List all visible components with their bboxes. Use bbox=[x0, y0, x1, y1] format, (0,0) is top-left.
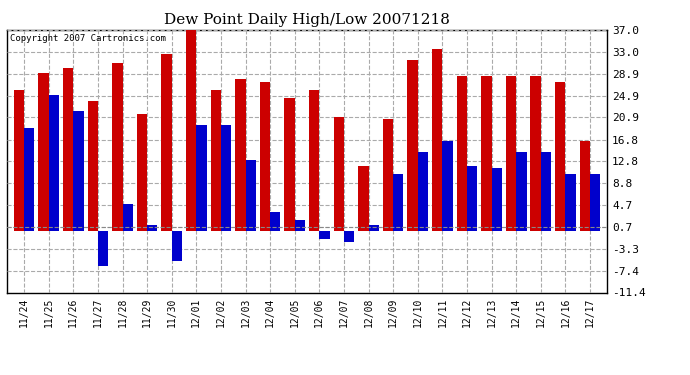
Bar bbox=[197, 125, 207, 231]
Bar bbox=[210, 90, 221, 231]
Bar bbox=[123, 204, 133, 231]
Bar bbox=[491, 168, 502, 231]
Bar bbox=[383, 120, 393, 231]
Bar bbox=[235, 79, 246, 231]
Bar bbox=[555, 81, 565, 231]
Bar bbox=[531, 76, 541, 231]
Bar bbox=[260, 81, 270, 231]
Text: Copyright 2007 Cartronics.com: Copyright 2007 Cartronics.com bbox=[10, 34, 166, 43]
Bar bbox=[541, 152, 551, 231]
Bar bbox=[24, 128, 34, 231]
Bar bbox=[407, 60, 417, 231]
Bar bbox=[270, 212, 280, 231]
Bar bbox=[98, 231, 108, 266]
Bar bbox=[39, 74, 49, 231]
Title: Dew Point Daily High/Low 20071218: Dew Point Daily High/Low 20071218 bbox=[164, 13, 450, 27]
Bar bbox=[186, 25, 197, 231]
Bar bbox=[344, 231, 354, 242]
Bar bbox=[309, 90, 319, 231]
Bar bbox=[467, 166, 477, 231]
Bar bbox=[393, 174, 404, 231]
Bar bbox=[73, 111, 83, 231]
Bar bbox=[506, 76, 516, 231]
Bar bbox=[334, 117, 344, 231]
Bar bbox=[172, 231, 182, 261]
Bar bbox=[63, 68, 73, 231]
Bar bbox=[246, 160, 256, 231]
Bar bbox=[137, 114, 147, 231]
Bar bbox=[368, 225, 379, 231]
Bar bbox=[417, 152, 428, 231]
Bar bbox=[284, 98, 295, 231]
Bar bbox=[442, 141, 453, 231]
Bar bbox=[358, 166, 368, 231]
Bar bbox=[565, 174, 575, 231]
Bar bbox=[580, 141, 590, 231]
Bar bbox=[481, 76, 491, 231]
Bar bbox=[457, 76, 467, 231]
Bar bbox=[516, 152, 526, 231]
Bar bbox=[112, 63, 123, 231]
Bar bbox=[319, 231, 330, 239]
Bar bbox=[221, 125, 231, 231]
Bar bbox=[295, 220, 305, 231]
Bar bbox=[161, 54, 172, 231]
Bar bbox=[49, 95, 59, 231]
Bar bbox=[147, 225, 157, 231]
Bar bbox=[590, 174, 600, 231]
Bar bbox=[432, 49, 442, 231]
Bar bbox=[88, 100, 98, 231]
Bar bbox=[14, 90, 24, 231]
